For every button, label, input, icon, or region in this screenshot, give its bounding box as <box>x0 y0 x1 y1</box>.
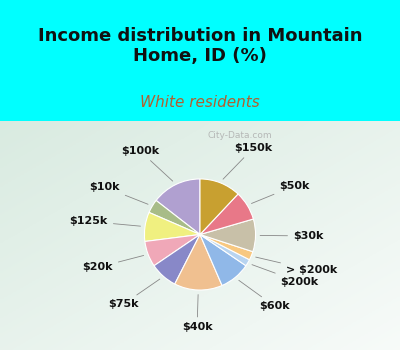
Text: $100k: $100k <box>121 146 173 181</box>
Text: $20k: $20k <box>82 256 144 272</box>
Wedge shape <box>175 234 222 290</box>
Text: $75k: $75k <box>108 279 160 309</box>
Text: $10k: $10k <box>90 182 148 204</box>
Wedge shape <box>200 234 250 266</box>
Wedge shape <box>144 212 200 241</box>
Wedge shape <box>200 179 238 234</box>
Text: $150k: $150k <box>223 143 272 179</box>
Text: Income distribution in Mountain
Home, ID (%): Income distribution in Mountain Home, ID… <box>38 27 362 65</box>
Text: $200k: $200k <box>252 265 318 287</box>
Text: $40k: $40k <box>182 295 212 332</box>
Text: City-Data.com: City-Data.com <box>207 132 272 140</box>
Wedge shape <box>200 194 253 234</box>
Text: $50k: $50k <box>252 181 310 203</box>
Wedge shape <box>200 234 246 286</box>
Wedge shape <box>145 234 200 266</box>
Text: White residents: White residents <box>140 95 260 110</box>
Wedge shape <box>200 234 253 260</box>
Wedge shape <box>154 234 200 284</box>
Wedge shape <box>149 201 200 234</box>
Text: $30k: $30k <box>260 231 324 241</box>
Text: > $200k: > $200k <box>256 257 337 275</box>
Text: $60k: $60k <box>239 280 290 311</box>
Wedge shape <box>200 219 256 252</box>
Text: $125k: $125k <box>70 216 140 226</box>
Wedge shape <box>156 179 200 234</box>
